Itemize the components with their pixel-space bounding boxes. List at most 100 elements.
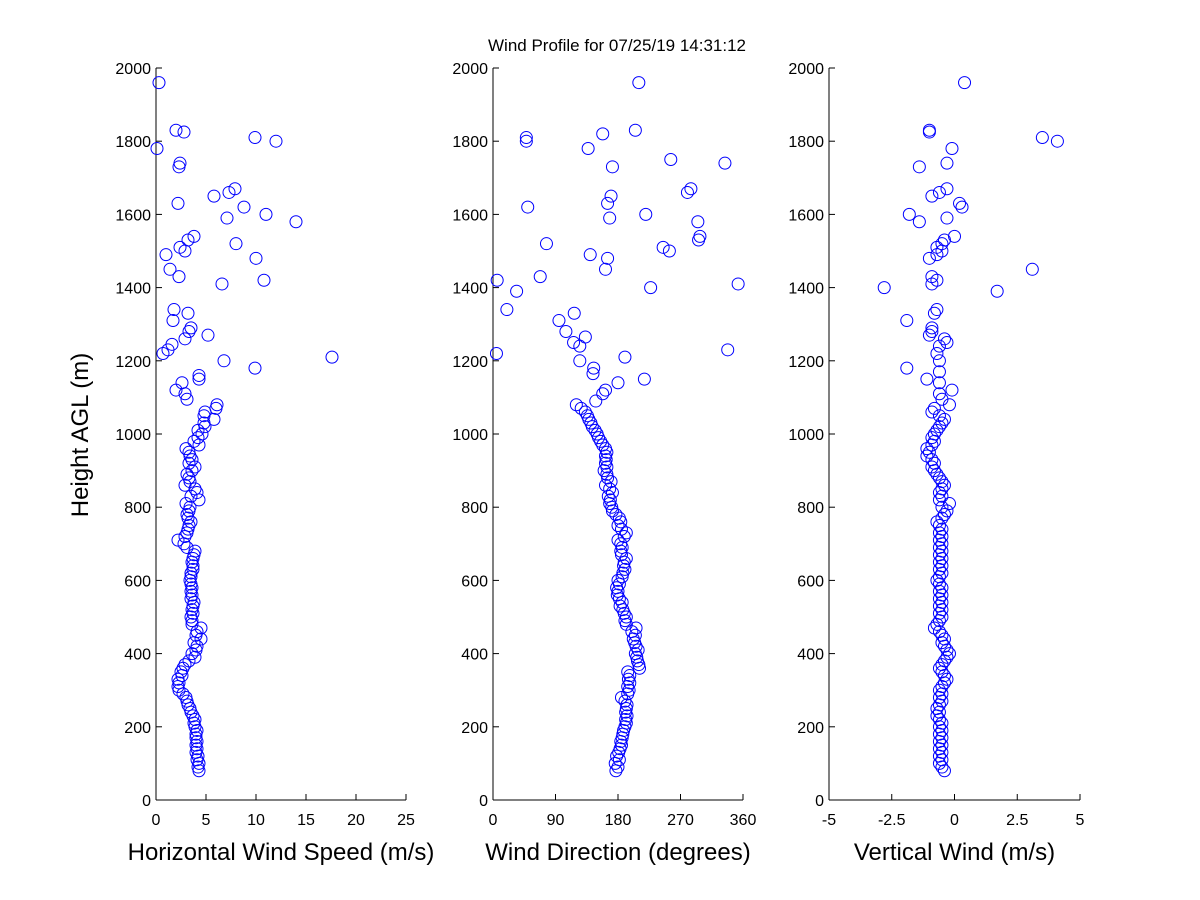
data-point	[945, 142, 959, 156]
data-point	[182, 456, 196, 470]
data-point	[932, 471, 946, 485]
data-point	[614, 537, 628, 551]
data-point	[187, 229, 201, 243]
x-tick-label: -5	[822, 812, 836, 829]
data-point	[174, 665, 188, 679]
y-tick-label: 1600	[452, 207, 488, 224]
x-tick-label: 0	[489, 812, 498, 829]
data-point	[718, 156, 732, 170]
data-point	[188, 650, 202, 664]
data-point	[191, 431, 205, 445]
data-point	[932, 365, 946, 379]
y-tick-label: 200	[797, 720, 824, 737]
data-point	[935, 416, 949, 430]
data-point	[179, 691, 193, 705]
data-point	[583, 248, 597, 262]
data-point	[925, 431, 939, 445]
data-point	[587, 361, 601, 375]
x-tick-label: 15	[297, 812, 315, 829]
x-tick-label: 0	[152, 812, 161, 829]
data-point	[510, 284, 524, 298]
data-point	[171, 533, 185, 547]
data-point	[612, 753, 626, 767]
y-tick-label: 0	[479, 793, 488, 810]
data-point	[614, 691, 628, 705]
y-tick-label: 800	[124, 500, 151, 517]
data-point	[935, 745, 949, 759]
data-point	[179, 497, 193, 511]
data-point	[185, 617, 199, 631]
data-point	[920, 449, 934, 463]
data-point	[181, 306, 195, 320]
data-point	[191, 423, 205, 437]
data-point	[601, 196, 615, 210]
data-point	[935, 760, 949, 774]
data-point	[609, 508, 623, 522]
x-tick-label: -2.5	[878, 812, 906, 829]
data-point	[618, 350, 632, 364]
data-point	[177, 125, 191, 139]
data-point	[195, 427, 209, 441]
data-point	[215, 277, 229, 291]
data-point	[877, 281, 891, 295]
data-point	[945, 383, 959, 397]
data-point	[922, 445, 936, 459]
y-tick-label: 1000	[788, 427, 824, 444]
data-point	[228, 182, 242, 196]
y-tick-label: 400	[124, 647, 151, 664]
data-point	[229, 237, 243, 251]
data-point	[958, 76, 972, 90]
x-axis-label: Horizontal Wind Speed (m/s)	[128, 839, 435, 866]
data-point	[932, 749, 946, 763]
data-point	[210, 398, 224, 412]
y-tick-label: 1000	[452, 427, 488, 444]
data-point	[940, 211, 954, 225]
data-point	[932, 742, 946, 756]
data-point	[567, 306, 581, 320]
data-point	[289, 215, 303, 229]
y-tick-label: 0	[815, 793, 824, 810]
data-point	[519, 131, 533, 145]
y-tick-label: 600	[797, 573, 824, 590]
data-point	[171, 672, 185, 686]
y-tick-label: 600	[124, 573, 151, 590]
y-tick-label: 2000	[452, 61, 488, 78]
data-point	[937, 478, 951, 492]
data-point	[940, 672, 954, 686]
y-tick-label: 1600	[115, 207, 151, 224]
data-point	[248, 131, 262, 145]
data-point	[269, 134, 283, 148]
data-point	[953, 196, 967, 210]
data-point	[684, 182, 698, 196]
data-point	[184, 566, 198, 580]
data-point	[610, 581, 624, 595]
data-point	[932, 691, 946, 705]
data-point	[619, 610, 633, 624]
y-tick-label: 1400	[452, 281, 488, 298]
data-point	[664, 153, 678, 166]
data-point	[927, 427, 941, 441]
data-point	[596, 387, 610, 401]
data-point	[197, 416, 211, 430]
data-point	[922, 328, 936, 342]
data-point	[932, 683, 946, 697]
data-point	[184, 321, 198, 335]
data-point	[935, 738, 949, 752]
x-tick-label: 10	[247, 812, 265, 829]
data-point	[559, 325, 573, 339]
data-point	[1035, 131, 1049, 145]
data-point	[172, 270, 186, 284]
data-point	[731, 277, 745, 291]
x-axis-label: Wind Direction (degrees)	[485, 839, 750, 866]
data-point	[173, 240, 187, 254]
data-point	[604, 475, 618, 489]
data-point	[599, 383, 612, 397]
y-tick-label: 400	[797, 647, 824, 664]
data-point	[932, 339, 946, 353]
data-point	[662, 244, 676, 258]
data-point	[935, 588, 949, 602]
x-tick-label: 5	[1076, 812, 1085, 829]
data-point	[937, 332, 951, 346]
data-point	[937, 632, 951, 646]
